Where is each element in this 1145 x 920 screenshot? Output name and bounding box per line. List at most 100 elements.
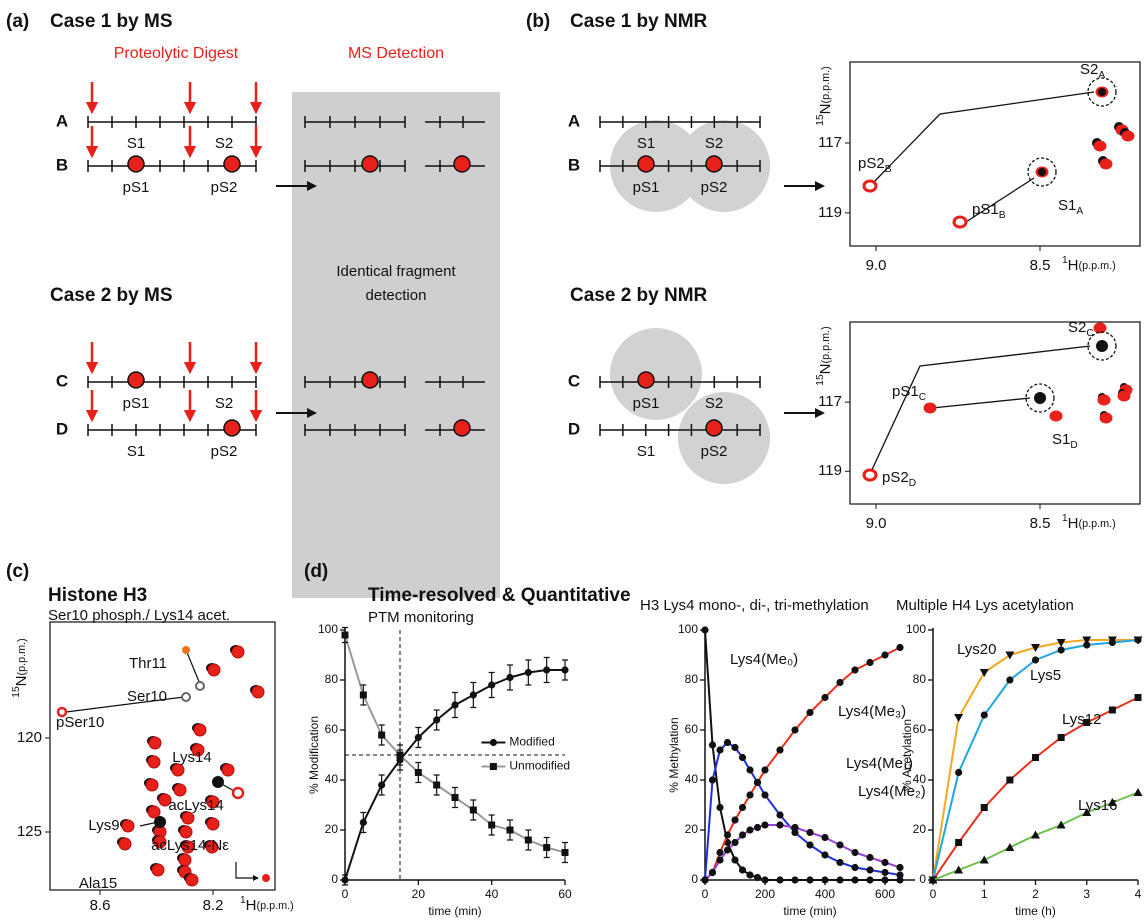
box-text: Identical fragment [336,263,456,280]
nmr-environment [610,328,702,420]
y-tick-label: 117 [818,393,842,410]
peak-label-part: S1 [1052,431,1070,448]
row-label: C [568,371,580,390]
x-axis-label: time (min) [783,904,836,918]
spectrum-frame [849,61,1141,247]
nmr-peak [56,706,68,718]
site-label: pS2 [701,443,728,460]
chart-title: H3 Lys4 mono-, di-, tri-methylation [640,597,869,614]
data-point [378,781,386,789]
data-point [980,804,988,811]
data-point [954,865,964,874]
data-point [341,631,349,639]
x-tick-label: 9.0 [866,257,887,274]
assignment-line [965,177,1035,223]
data-point [731,838,739,847]
peak-label: pSer10 [56,714,104,731]
peak-highlight [1027,157,1057,187]
data-point [806,828,814,837]
data-point [896,863,904,872]
site-label: S2 [215,135,233,152]
nmr-peak [145,778,159,792]
row-label: A [56,111,68,130]
y-tick-label: 60 [685,722,699,736]
phospho-site [637,371,655,389]
x-axis-label-part: H [246,897,257,914]
x-axis-label-part: 1 [240,895,246,906]
data-point [836,876,844,884]
x-axis-label-part: (p.p.m.) [1079,518,1116,530]
data-point [776,811,784,819]
data-point [881,868,889,877]
nmr-peak [181,811,195,825]
y-tick-label: 20 [325,822,339,836]
y-tick-label: 60 [913,722,927,736]
nmr-peak [1093,140,1107,152]
peak-label-part: A [1098,70,1105,81]
y-axis-label-part: N [817,364,834,375]
data-point [746,826,754,834]
data-point [1056,639,1066,647]
data-point [1031,644,1040,652]
nmr-peak [153,835,167,849]
peak-label: S1A [1058,197,1083,217]
x-axis-label: time (min) [428,904,481,918]
data-point [1133,788,1143,796]
site-label: S1 [127,443,145,460]
y-axis-label: 15N(p.p.m.) [815,66,834,125]
data-point [451,794,459,801]
data-point [716,848,724,857]
data-point [561,666,569,674]
y-tick-label: 40 [913,772,927,786]
nmr-peak [148,736,162,750]
peak-label: acLys14-Nε [151,837,229,854]
assignment-line [235,862,259,881]
data-point [708,776,717,784]
detection-label: MS Detection [348,45,444,62]
panel-subtitle: Ser10 phosph./ Lys14 acet. [48,607,230,624]
assignment-line [871,91,1095,185]
data-point [761,876,769,884]
x-tick-label: 8.6 [90,897,111,914]
x-tick-label: 1 [981,887,988,901]
x-axis-label: 1H(p.p.m.) [1062,513,1116,532]
row-label: D [56,419,68,438]
legend-label: Modified [509,735,554,749]
y-tick-label: 0 [331,872,338,886]
x-tick-label: 9.0 [866,515,887,532]
data-point [761,791,769,799]
nmr-peak [191,743,205,757]
assignment-line [65,696,185,713]
data-point [738,803,747,812]
data-point [1032,754,1039,761]
y-axis-label-part: 15 [11,686,22,698]
x-axis-label: time (h) [1015,904,1056,918]
peak-label: pS2D [882,469,916,489]
data-point [881,858,889,867]
data-point [1057,646,1065,654]
data-point [1082,636,1092,645]
peak-label: acLys14 [168,797,223,814]
nmr-peak [1117,390,1131,402]
nmr-peak [154,816,166,828]
data-point [791,726,799,734]
peak-label-part: B [999,210,1006,221]
data-point [776,746,784,754]
data-point [489,763,497,770]
nmr-peak [147,805,161,819]
panel-title: Time-resolved & Quantitative [368,585,631,606]
peak-label-part: A [1076,206,1083,217]
panel-label: (b) [526,11,550,32]
x-tick-label: 20 [412,887,426,901]
data-point [723,846,732,854]
data-point [1057,734,1065,741]
data-point [1031,830,1040,839]
data-point [1134,636,1142,644]
series-line [932,696,1139,881]
nmr-peak [1038,168,1046,176]
data-point [851,848,859,857]
data-point [359,818,367,827]
nmr-peak [1099,412,1113,424]
row-label: B [568,155,580,174]
nmr-peak [1121,130,1135,142]
